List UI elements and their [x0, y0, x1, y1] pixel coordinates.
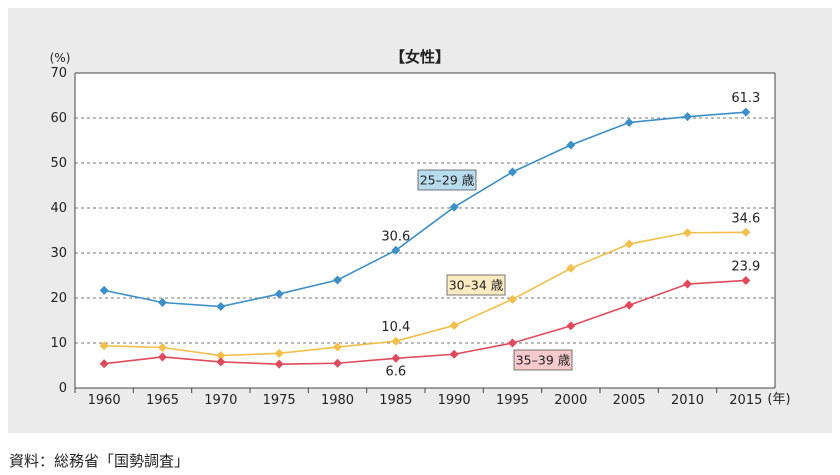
- series-line-0: [104, 111, 746, 308]
- series-labels: 25–29 歳 30–34 歳 35–39 歳: [417, 169, 573, 371]
- data-point-marker: [449, 320, 459, 330]
- data-point-marker: [566, 263, 576, 273]
- data-point-marker: [158, 343, 167, 352]
- data-label: 30.6: [381, 229, 410, 244]
- data-point-marker: [391, 353, 401, 363]
- data-point-marker: [99, 285, 109, 295]
- x-tick-label: 1980: [321, 393, 354, 408]
- series-label-0: 25–29 歳: [420, 173, 475, 188]
- y-tick-label: 50: [50, 156, 67, 171]
- data-point-marker: [333, 275, 342, 285]
- data-point-marker: [158, 298, 167, 307]
- series-lines: [99, 107, 751, 369]
- series-label-box: [417, 169, 477, 191]
- data-point-marker: [391, 245, 401, 255]
- data-point-marker: [624, 118, 634, 127]
- y-tick-label: 40: [50, 201, 67, 216]
- x-tick-label: 1970: [204, 393, 237, 408]
- data-point-marker: [683, 279, 692, 289]
- x-tick-label: 1965: [146, 393, 179, 408]
- data-point-marker: [624, 300, 634, 310]
- data-point-marker: [158, 352, 167, 362]
- data-point-marker: [624, 239, 634, 249]
- data-point-marker: [449, 349, 459, 359]
- y-tick-label: 70: [50, 66, 67, 81]
- data-point-marker: [274, 348, 284, 358]
- data-label: 6.6: [385, 364, 406, 379]
- y-tick-label: 60: [50, 111, 67, 126]
- data-point-marker: [333, 342, 342, 352]
- series-label-1: 30–34 歳: [449, 278, 504, 293]
- data-point-marker: [683, 112, 692, 122]
- data-point-marker: [391, 336, 401, 346]
- x-tick-label: 1960: [88, 393, 121, 408]
- grid-lines: [75, 73, 775, 388]
- y-tick-label: 30: [50, 246, 67, 261]
- data-label: 10.4: [381, 320, 410, 335]
- chart-title: 【女性】: [390, 48, 450, 66]
- data-point-marker: [216, 351, 226, 361]
- data-point-marker: [508, 338, 517, 348]
- data-point-marker: [274, 359, 284, 369]
- plot-area: [75, 73, 775, 388]
- series-label-2: 35–39 歳: [516, 353, 571, 368]
- x-tick-label: 2010: [671, 393, 704, 408]
- data-point-marker: [741, 107, 751, 117]
- data-point-marker: [566, 140, 576, 150]
- data-point-marker: [216, 357, 226, 367]
- x-tick-label: 1995: [496, 393, 529, 408]
- data-label: 34.6: [731, 211, 760, 226]
- data-point-marker: [99, 341, 109, 351]
- data-point-marker: [508, 167, 517, 177]
- axes: 0 10 20 30 40 50 60 70 1960 1965 1970 1975 1980 1985 1…: [50, 66, 776, 408]
- data-point-marker: [566, 321, 576, 331]
- y-tick-label: 0: [59, 381, 67, 396]
- y-tick-label: 10: [50, 336, 67, 351]
- x-tick-label: 1975: [263, 393, 296, 408]
- data-point-marker: [741, 227, 751, 237]
- data-labels: 30.6 61.3 10.4 34.6 6.6 23.9: [381, 91, 760, 379]
- x-tick-label: 1990: [438, 393, 471, 408]
- data-point-marker: [99, 359, 109, 369]
- data-label: 61.3: [731, 91, 760, 106]
- series-line-1: [104, 231, 746, 357]
- x-tick-label: 2005: [613, 393, 646, 408]
- data-point-marker: [741, 275, 751, 285]
- source-note: 資料：総務省「国勢調査」: [9, 452, 190, 470]
- data-point-marker: [449, 202, 459, 212]
- y-axis-unit-label: (%): [50, 51, 71, 65]
- data-point-marker: [508, 294, 517, 304]
- data-point-marker: [333, 358, 342, 368]
- data-label: 23.9: [731, 259, 760, 274]
- x-tick-label: 2015: [729, 393, 762, 408]
- data-point-marker: [683, 228, 692, 238]
- data-point-marker: [274, 289, 284, 299]
- series-label-box: [446, 274, 506, 296]
- x-axis-unit-label: (年): [767, 392, 790, 407]
- x-tick-label: 2000: [554, 393, 587, 408]
- data-point-marker: [216, 302, 226, 312]
- x-tick-label: 1985: [379, 393, 412, 408]
- y-tick-label: 20: [50, 291, 67, 306]
- series-label-box: [513, 349, 573, 371]
- series-line-2: [104, 279, 746, 365]
